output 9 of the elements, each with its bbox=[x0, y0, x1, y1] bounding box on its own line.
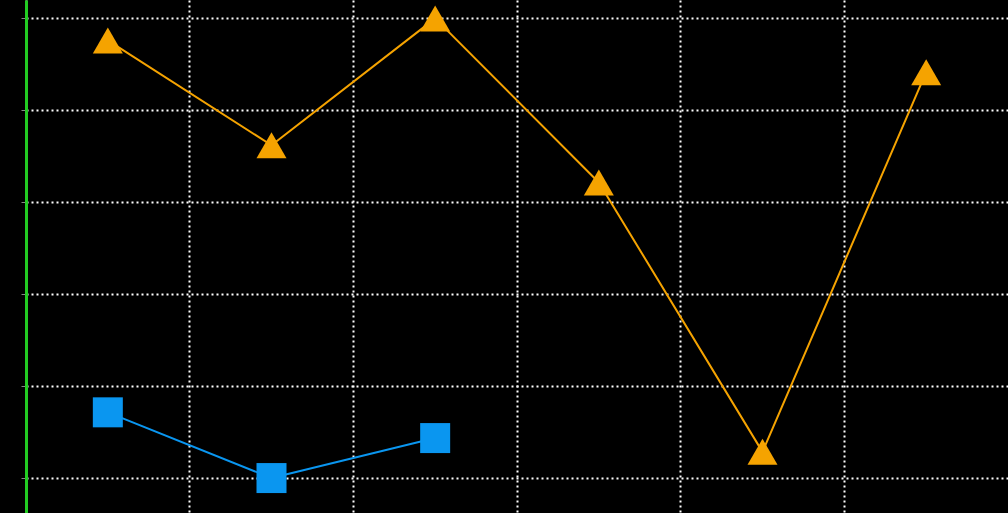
point bbox=[420, 5, 451, 32]
point bbox=[92, 27, 123, 54]
point bbox=[256, 132, 287, 159]
point bbox=[256, 463, 287, 494]
point bbox=[747, 438, 778, 465]
point bbox=[911, 59, 942, 86]
point bbox=[420, 423, 451, 454]
point bbox=[583, 169, 614, 196]
point bbox=[92, 397, 123, 428]
